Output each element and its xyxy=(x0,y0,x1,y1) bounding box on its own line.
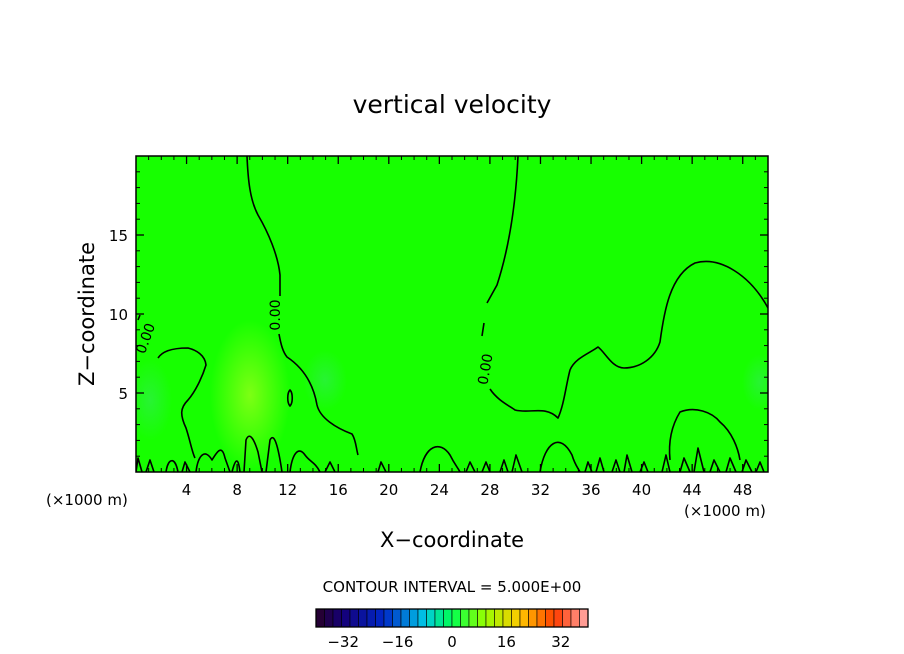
colorbar-ticks: −32 −16 0 16 32 xyxy=(327,633,570,651)
contour-labels: 0.00 0.00 0.00 xyxy=(133,299,496,386)
colorbar-cell xyxy=(502,608,512,628)
contour-line xyxy=(668,408,741,461)
colorbar-tick-label: 16 xyxy=(497,633,516,651)
colorbar-tick-label: −16 xyxy=(382,633,414,651)
updraft-region xyxy=(210,320,290,470)
colorbar-cell xyxy=(400,608,410,628)
colorbar-cell xyxy=(392,608,402,628)
x-tick-label: 8 xyxy=(232,481,242,499)
x-tick-label: 48 xyxy=(733,481,752,499)
colorbar-tick-label: 32 xyxy=(551,633,570,651)
colorbar-cell xyxy=(519,608,529,628)
colorbar-cell xyxy=(375,608,385,628)
x-axis-label: X−coordinate xyxy=(380,528,524,552)
x-tick-label: 44 xyxy=(683,481,702,499)
zero-contours xyxy=(136,156,768,472)
x-tick-label: 32 xyxy=(531,481,550,499)
x-tick-label: 40 xyxy=(632,481,651,499)
colorbar-cell xyxy=(511,608,521,628)
y-tick-label: 10 xyxy=(109,306,128,324)
colorbar xyxy=(315,608,589,628)
colorbar-cell xyxy=(341,608,351,628)
contour-line xyxy=(136,435,765,472)
contour-line xyxy=(246,156,359,456)
colorbar-cell xyxy=(426,608,436,628)
colorbar-cell xyxy=(349,608,359,628)
colorbar-cell xyxy=(460,608,470,628)
x-axis: 4 8 12 16 20 24 28 32 36 40 44 48 xyxy=(148,156,756,499)
y-tick-label: 5 xyxy=(118,385,128,403)
weak-region-right xyxy=(742,354,768,410)
colorbar-frame xyxy=(315,608,589,628)
colorbar-cell xyxy=(562,608,572,628)
x-unit-right: (×1000 m) xyxy=(684,502,766,520)
colorbar-cell xyxy=(315,608,325,628)
colorbar-cell xyxy=(536,608,546,628)
colorbar-cell xyxy=(468,608,478,628)
colorbar-cell xyxy=(434,608,444,628)
x-tick-label: 24 xyxy=(430,481,449,499)
colorbar-cell xyxy=(494,608,504,628)
contour-label: 0.00 xyxy=(475,353,496,386)
colorbar-tick-label: 0 xyxy=(447,633,457,651)
y-axis: 5 10 15 xyxy=(109,171,768,457)
contour-interval-text: CONTOUR INTERVAL = 5.000E+00 xyxy=(323,578,582,596)
weak-region-left xyxy=(136,360,172,440)
contour-line xyxy=(137,314,207,459)
colorbar-cell xyxy=(409,608,419,628)
colorbar-cell xyxy=(366,608,376,628)
x-tick-label: 12 xyxy=(278,481,297,499)
y-tick-label: 15 xyxy=(109,227,128,245)
colorbar-cell xyxy=(570,608,580,628)
y-axis-label: Z−coordinate xyxy=(75,242,99,386)
contour-label: 0.00 xyxy=(268,299,284,330)
colorbar-cell xyxy=(443,608,453,628)
x-tick-label: 16 xyxy=(329,481,348,499)
plot-area xyxy=(136,156,768,472)
colorbar-cell xyxy=(358,608,368,628)
colorbar-cell xyxy=(383,608,393,628)
colorbar-cell xyxy=(477,608,487,628)
contour-line xyxy=(286,389,294,407)
chart-title: vertical velocity xyxy=(353,90,552,119)
colorbar-cell xyxy=(485,608,495,628)
contour-line xyxy=(481,156,768,419)
weak-region-mid xyxy=(303,350,347,410)
x-tick-label: 4 xyxy=(182,481,192,499)
x-unit-left: (×1000 m) xyxy=(46,491,128,509)
colorbar-cell xyxy=(332,608,342,628)
colorbar-cell xyxy=(528,608,538,628)
x-tick-label: 28 xyxy=(480,481,499,499)
colorbar-cell xyxy=(324,608,334,628)
colorbar-cell xyxy=(545,608,555,628)
x-tick-label: 36 xyxy=(581,481,600,499)
colorbar-cell xyxy=(451,608,461,628)
colorbar-tick-label: −32 xyxy=(327,633,359,651)
x-tick-label: 20 xyxy=(379,481,398,499)
colorbar-cell xyxy=(579,608,589,628)
colorbar-cell xyxy=(553,608,563,628)
colorbar-cell xyxy=(417,608,427,628)
